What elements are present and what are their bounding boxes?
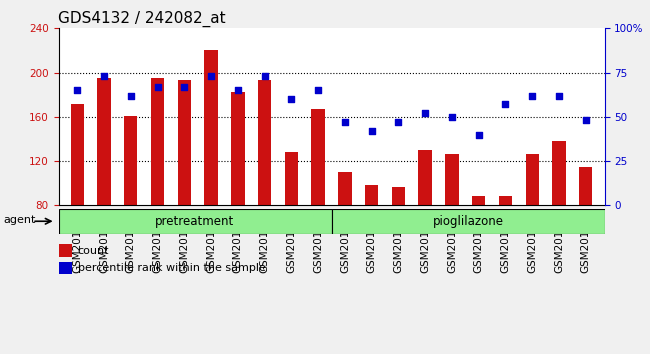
- Bar: [311, 109, 325, 205]
- Bar: [419, 150, 432, 205]
- Bar: [285, 152, 298, 205]
- Point: [233, 87, 243, 93]
- Point: [447, 114, 457, 120]
- Point: [393, 119, 404, 125]
- Bar: [579, 167, 592, 205]
- Point: [313, 87, 323, 93]
- Bar: [177, 80, 191, 205]
- Bar: [204, 50, 218, 205]
- Text: pretreatment: pretreatment: [155, 215, 235, 228]
- Point: [367, 128, 377, 134]
- Point: [554, 93, 564, 98]
- Bar: [526, 154, 539, 205]
- Point: [179, 84, 190, 90]
- Point: [72, 87, 83, 93]
- Bar: [231, 92, 244, 205]
- Text: GDS4132 / 242082_at: GDS4132 / 242082_at: [58, 11, 226, 27]
- FancyBboxPatch shape: [332, 209, 604, 234]
- Bar: [499, 196, 512, 205]
- Bar: [98, 78, 111, 205]
- Point: [500, 102, 511, 107]
- Point: [580, 118, 591, 123]
- Text: count: count: [77, 246, 109, 256]
- Point: [152, 84, 162, 90]
- Text: agent: agent: [3, 215, 35, 225]
- Bar: [445, 154, 459, 205]
- Point: [206, 73, 216, 79]
- Bar: [71, 104, 84, 205]
- Point: [527, 93, 538, 98]
- Point: [125, 93, 136, 98]
- Point: [99, 73, 109, 79]
- Bar: [472, 196, 486, 205]
- Bar: [58, 262, 72, 274]
- Bar: [552, 141, 566, 205]
- Point: [420, 110, 430, 116]
- Bar: [392, 187, 405, 205]
- Point: [340, 119, 350, 125]
- Text: pioglilazone: pioglilazone: [432, 215, 504, 228]
- Point: [286, 96, 296, 102]
- Bar: [365, 185, 378, 205]
- Text: percentile rank within the sample: percentile rank within the sample: [77, 263, 265, 273]
- Point: [259, 73, 270, 79]
- FancyBboxPatch shape: [58, 209, 332, 234]
- Bar: [338, 172, 352, 205]
- Bar: [124, 116, 137, 205]
- Bar: [151, 78, 164, 205]
- Point: [473, 132, 484, 137]
- Bar: [258, 80, 271, 205]
- Bar: [58, 244, 72, 257]
